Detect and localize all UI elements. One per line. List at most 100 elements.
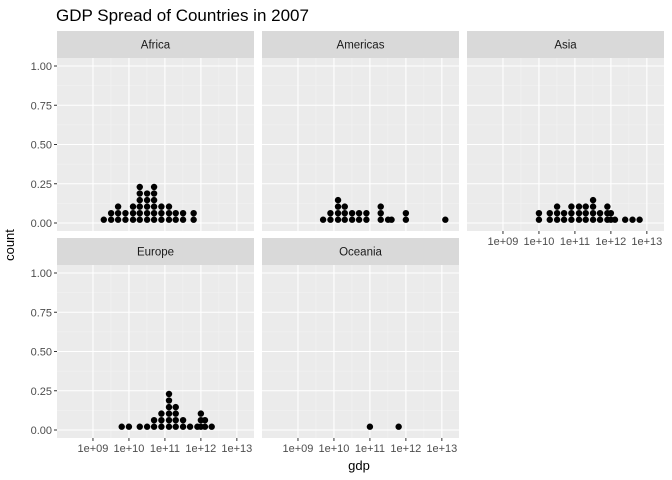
facet-asia: Asia 1e+09 1e+10 1e+11 1e+12 1e+13: [467, 31, 664, 248]
data-dot: [107, 209, 115, 217]
data-dot: [129, 209, 137, 217]
facet-strip-label: Europe: [137, 247, 174, 259]
data-dot: [165, 403, 173, 411]
data-dot: [150, 416, 158, 424]
data-dot: [158, 416, 165, 424]
facet-strip: [57, 238, 254, 265]
facet-strip: [467, 31, 664, 58]
data-dot: [190, 216, 197, 223]
data-dot: [327, 216, 334, 223]
data-dot: [143, 203, 151, 210]
facet-strip: [262, 31, 459, 58]
data-dot: [143, 216, 151, 223]
data-dot: [150, 209, 158, 217]
y-tick-label: 0.00: [31, 218, 52, 230]
data-dot: [172, 410, 179, 417]
data-dot: [172, 416, 179, 424]
data-dot: [348, 209, 356, 217]
data-dot: [546, 209, 553, 217]
data-dot: [402, 216, 410, 223]
data-dot: [122, 209, 129, 217]
data-dot: [172, 423, 179, 430]
data-dot: [165, 203, 173, 210]
data-dot: [136, 423, 143, 430]
data-dot: [553, 203, 561, 210]
x-tick-label: 1e+09: [78, 443, 109, 455]
data-dot: [143, 209, 151, 217]
data-dot: [334, 216, 342, 223]
data-dot: [114, 203, 122, 210]
data-dot: [402, 209, 410, 217]
data-dot: [596, 209, 604, 217]
y-tick-label: 0.25: [31, 386, 52, 398]
data-dot: [136, 209, 143, 217]
data-dot: [629, 216, 636, 223]
data-dot: [575, 209, 583, 217]
y-tick-label: 0.50: [31, 140, 52, 152]
x-tick-label: 1e+12: [390, 443, 421, 455]
x-tick-label: 1e+12: [595, 236, 626, 248]
data-dot: [636, 216, 643, 223]
data-dot: [377, 209, 384, 217]
data-dot: [201, 416, 209, 424]
data-dot: [596, 216, 604, 223]
data-dot: [589, 209, 597, 217]
data-dot: [327, 209, 334, 217]
data-dot: [150, 183, 158, 191]
data-dot: [158, 410, 165, 417]
data-dot: [136, 183, 143, 191]
data-dot: [158, 423, 165, 430]
data-dot: [129, 216, 137, 223]
data-dot: [143, 423, 151, 430]
facet-americas: Americas: [262, 31, 459, 231]
data-dot: [150, 203, 158, 210]
x-tick-label: 1e+10: [523, 236, 554, 248]
data-dot: [363, 209, 370, 217]
data-dot: [355, 209, 363, 217]
x-tick-label: 1e+13: [426, 443, 457, 455]
chart-title: GDP Spread of Countries in 2007: [56, 6, 309, 25]
data-dot: [582, 216, 589, 223]
data-dot: [334, 203, 342, 210]
data-dot: [334, 209, 342, 217]
data-dot: [341, 203, 348, 210]
data-dot: [122, 216, 129, 223]
facet-strip-label: Oceania: [339, 247, 382, 259]
data-dot: [165, 416, 173, 424]
y-tick-label: 0.75: [31, 307, 52, 319]
data-dot: [136, 203, 143, 210]
data-dot: [172, 403, 179, 411]
data-dot: [388, 216, 395, 223]
x-tick-label: 1e+13: [631, 236, 662, 248]
data-dot: [179, 209, 187, 217]
x-tick-label: 1e+10: [318, 443, 349, 455]
x-tick-label: 1e+09: [488, 236, 519, 248]
data-dot: [125, 423, 133, 430]
x-axis-title: gdp: [348, 458, 370, 473]
data-dot: [442, 216, 449, 223]
y-tick-label: 0.50: [31, 347, 52, 359]
data-dot: [568, 216, 575, 223]
x-tick-label: 1e+11: [150, 443, 180, 455]
data-dot: [158, 216, 165, 223]
data-dot: [165, 397, 173, 404]
data-dot: [560, 216, 568, 223]
data-dot: [355, 216, 363, 223]
data-dot: [208, 423, 215, 430]
data-dot: [136, 216, 143, 223]
x-tick-label: 1e+09: [283, 443, 314, 455]
data-dot: [100, 216, 107, 223]
data-dot: [165, 209, 173, 217]
data-dot: [150, 196, 158, 204]
data-dot: [172, 209, 179, 217]
data-dot: [589, 216, 597, 223]
data-dot: [118, 423, 125, 430]
data-dot: [621, 216, 629, 223]
y-tick-label: 0.75: [31, 100, 52, 112]
data-dot: [546, 216, 553, 223]
y-tick-label: 1.00: [31, 268, 52, 280]
data-dot: [150, 423, 158, 430]
x-tick-label: 1e+10: [113, 443, 144, 455]
data-dot: [197, 410, 205, 417]
data-dot: [582, 209, 589, 217]
